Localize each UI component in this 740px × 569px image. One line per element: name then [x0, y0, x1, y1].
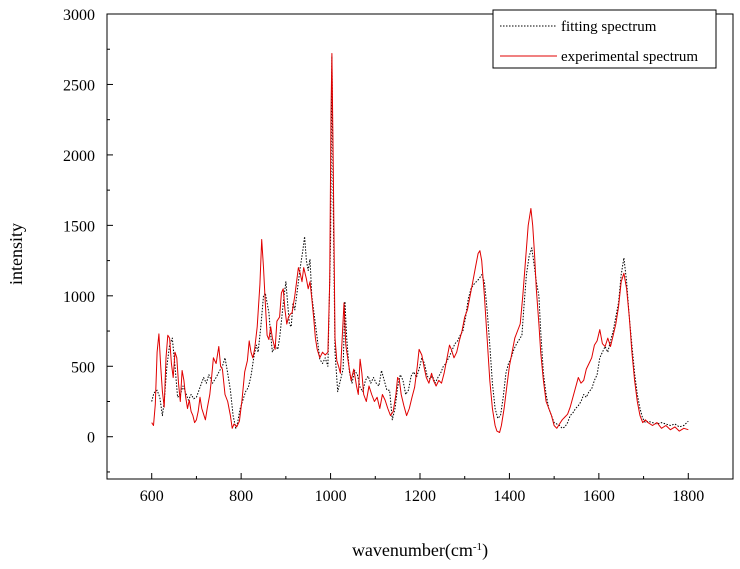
legend-label-fitting: fitting spectrum — [561, 19, 657, 35]
x-tick-label-1800: 1800 — [672, 488, 704, 505]
x-tick-label-1400: 1400 — [493, 488, 525, 505]
series-layer — [151, 53, 689, 433]
y-tick-label-2500: 2500 — [63, 77, 95, 94]
x-axis-ticks: 600 800 1000 1200 1400 1600 1800 — [106, 473, 734, 505]
legend-label-experimental: experimental spectrum — [561, 49, 698, 65]
x-axis-label: wavenumber(cm-1) — [352, 540, 488, 561]
x-tick-label-1600: 1600 — [583, 488, 615, 505]
legend-box — [492, 9, 717, 69]
y-tick-label-0: 0 — [87, 430, 95, 447]
legend: fitting spectrum experimental spectrum — [492, 9, 717, 69]
x-axis-label-main: wavenumber(cm — [352, 540, 473, 561]
y-tick-label-1500: 1500 — [63, 218, 95, 235]
series-experimental-spectrum-line — [151, 53, 689, 433]
y-axis-label: intensity — [6, 223, 26, 285]
x-axis-label-close: ) — [482, 540, 488, 561]
x-tick-label-1000: 1000 — [315, 488, 347, 505]
y-tick-label-500: 500 — [71, 359, 95, 376]
y-axis-ticks: 0 500 1000 1500 2000 2500 3000 — [63, 7, 113, 473]
x-axis-label-superscript: -1 — [473, 541, 482, 553]
x-tick-label-800: 800 — [229, 488, 253, 505]
series-fitting-spectrum-line — [151, 55, 689, 429]
x-tick-label-600: 600 — [140, 488, 164, 505]
plot-area: 0 500 1000 1500 2000 2500 3000 600 800 1000 1200 1… — [63, 7, 734, 505]
y-tick-label-3000: 3000 — [63, 7, 95, 24]
y-tick-label-2000: 2000 — [63, 148, 95, 165]
y-tick-label-1000: 1000 — [63, 289, 95, 306]
x-tick-label-1200: 1200 — [404, 488, 436, 505]
